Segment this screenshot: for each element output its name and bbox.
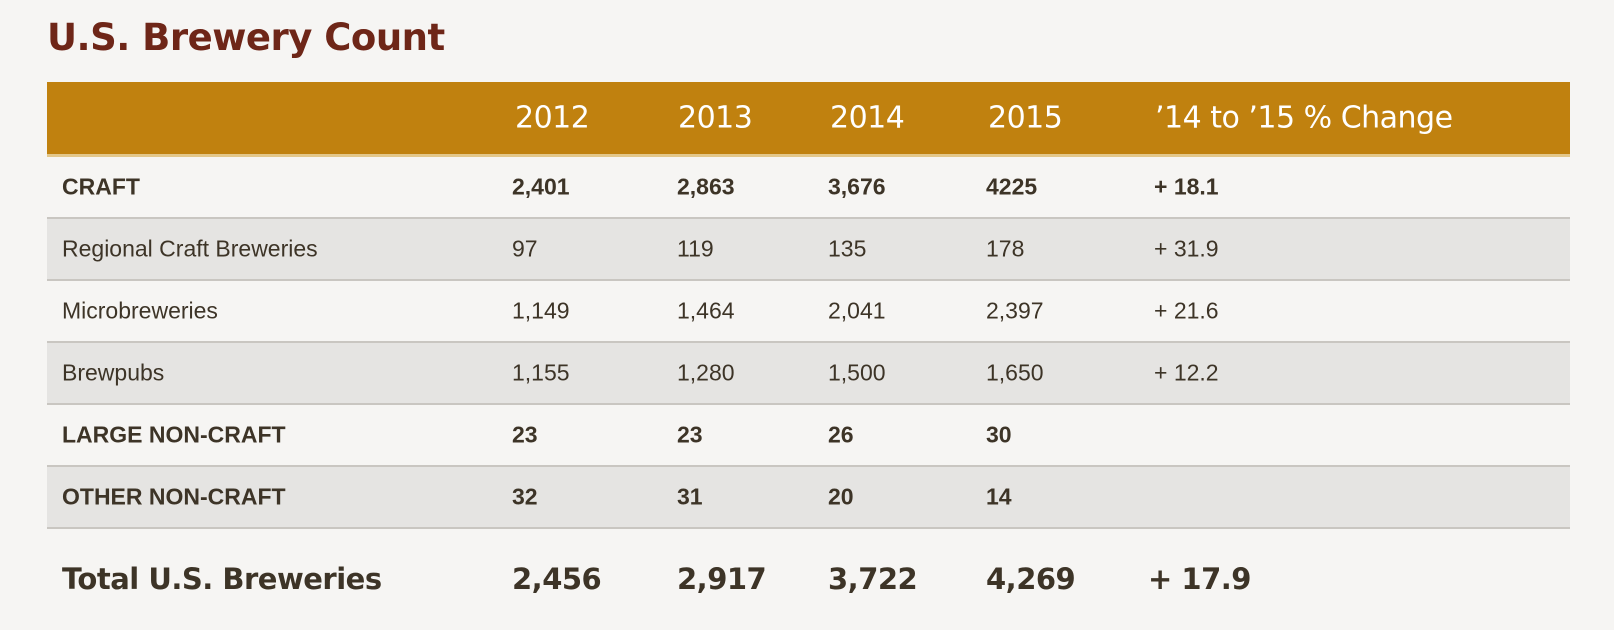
cell-2013: 2,863 <box>677 173 735 200</box>
table-title: U.S. Brewery Count <box>47 16 445 59</box>
cell-2012: 1,155 <box>512 359 570 386</box>
cell-2012: 1,149 <box>512 297 570 324</box>
cell-change: + 21.6 <box>1154 297 1219 324</box>
total-label: Total U.S. Breweries <box>62 562 382 596</box>
cell-2014: 1,500 <box>828 359 886 386</box>
cell-2014: 26 <box>828 421 854 448</box>
cell-2015: 178 <box>986 235 1025 262</box>
column-header-2015: 2015 <box>988 100 1063 136</box>
table-row-microbreweries: Microbreweries 1,149 1,464 2,041 2,397 +… <box>47 281 1570 343</box>
cell-2012: 97 <box>512 235 538 262</box>
table-header-row: 2012 2013 2014 2015 ’14 to ’15 % Change <box>47 82 1570 157</box>
table-row-other-non-craft: OTHER NON-CRAFT 32 31 20 14 <box>47 467 1570 529</box>
row-label: LARGE NON-CRAFT <box>62 421 286 448</box>
cell-change: + 31.9 <box>1154 235 1219 262</box>
total-2015: 4,269 <box>986 562 1076 596</box>
cell-2012: 23 <box>512 421 538 448</box>
column-header-2013: 2013 <box>678 100 753 136</box>
column-header-2014: 2014 <box>830 100 905 136</box>
total-2014: 3,722 <box>828 562 918 596</box>
row-label: OTHER NON-CRAFT <box>62 483 286 510</box>
cell-2012: 32 <box>512 483 538 510</box>
total-2013: 2,917 <box>677 562 767 596</box>
row-label: CRAFT <box>62 173 140 200</box>
cell-2013: 119 <box>677 235 714 262</box>
cell-change: + 18.1 <box>1154 173 1219 200</box>
cell-2014: 20 <box>828 483 854 510</box>
cell-2014: 135 <box>828 235 867 262</box>
table-row-craft: CRAFT 2,401 2,863 3,676 4225 + 18.1 <box>47 157 1570 219</box>
table-row-large-non-craft: LARGE NON-CRAFT 23 23 26 30 <box>47 405 1570 467</box>
row-label: Regional Craft Breweries <box>62 235 318 262</box>
cell-2015: 1,650 <box>986 359 1044 386</box>
brewery-table: 2012 2013 2014 2015 ’14 to ’15 % Change … <box>47 82 1570 629</box>
cell-2015: 2,397 <box>986 297 1044 324</box>
total-change: + 17.9 <box>1148 562 1251 596</box>
cell-2013: 23 <box>677 421 703 448</box>
table-row-regional-craft: Regional Craft Breweries 97 119 135 178 … <box>47 219 1570 281</box>
column-header-2012: 2012 <box>515 100 590 136</box>
cell-2015: 30 <box>986 421 1012 448</box>
cell-2012: 2,401 <box>512 173 570 200</box>
cell-2015: 14 <box>986 483 1012 510</box>
row-label: Brewpubs <box>62 359 165 386</box>
cell-change: + 12.2 <box>1154 359 1219 386</box>
column-header-change: ’14 to ’15 % Change <box>1155 100 1453 136</box>
cell-2013: 1,464 <box>677 297 735 324</box>
table-row-brewpubs: Brewpubs 1,155 1,280 1,500 1,650 + 12.2 <box>47 343 1570 405</box>
cell-2015: 4225 <box>986 173 1038 200</box>
row-label: Microbreweries <box>62 297 218 324</box>
table-row-total: Total U.S. Breweries 2,456 2,917 3,722 4… <box>47 529 1570 629</box>
cell-2013: 1,280 <box>677 359 735 386</box>
cell-2014: 2,041 <box>828 297 886 324</box>
cell-2014: 3,676 <box>828 173 886 200</box>
cell-2013: 31 <box>677 483 703 510</box>
total-2012: 2,456 <box>512 562 602 596</box>
